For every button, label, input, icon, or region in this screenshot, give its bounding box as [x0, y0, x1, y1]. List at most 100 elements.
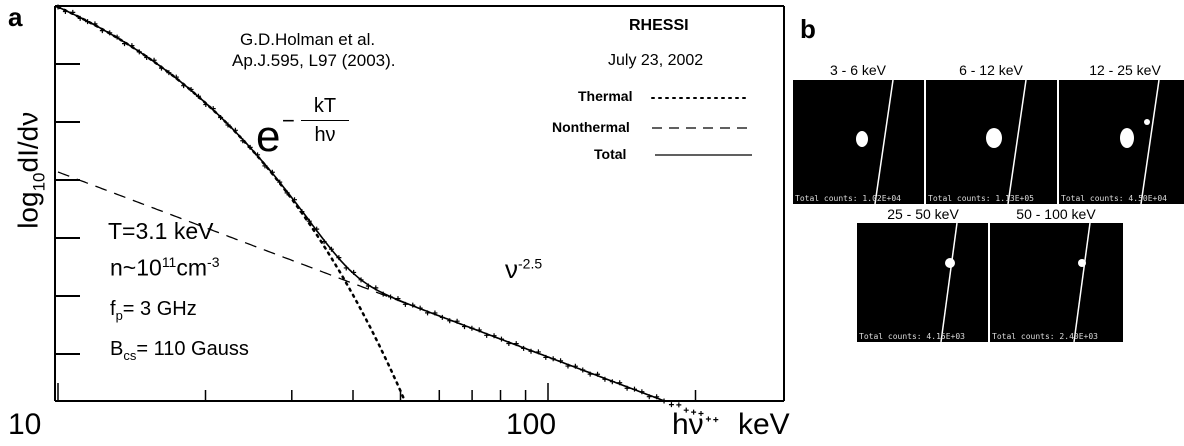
rhessi-image-25-50: Total counts: 4.15E+03	[857, 223, 988, 342]
data-point	[306, 218, 312, 224]
data-point	[654, 394, 660, 400]
data-point	[587, 371, 593, 377]
data-point	[92, 21, 98, 27]
legend-nonthermal-label: Nonthermal	[552, 119, 630, 135]
data-point	[535, 349, 541, 355]
data-point	[513, 341, 519, 347]
data-point	[262, 163, 268, 169]
data-point	[572, 363, 578, 369]
x-axis-symbol: hν	[672, 408, 704, 441]
data-point	[454, 318, 460, 324]
data-point	[498, 336, 504, 342]
data-point	[151, 57, 157, 63]
data-point	[402, 301, 408, 307]
data-point	[617, 380, 623, 386]
data-point	[210, 106, 216, 112]
image-25-50-counts: Total counts: 4.15E+03	[859, 332, 965, 341]
data-point	[77, 15, 83, 21]
data-point	[417, 305, 423, 311]
data-point	[439, 314, 445, 320]
temperature-param: T=3.1 keV	[108, 218, 214, 244]
data-point	[292, 197, 298, 203]
data-point	[225, 122, 231, 128]
x-axis-unit: keV	[738, 408, 790, 441]
x-tick-10: 10	[8, 408, 42, 441]
data-point	[114, 34, 120, 40]
data-point	[107, 30, 113, 36]
panel-a-letter: a	[8, 2, 23, 32]
image-6-12-drawing	[986, 80, 1027, 204]
data-point	[232, 127, 238, 133]
data-points	[55, 4, 719, 423]
rhessi-image-12-25: Total counts: 4.50E+04	[1059, 80, 1184, 204]
x-ticks	[57, 383, 697, 401]
thermal-formula-sign: −	[282, 108, 295, 133]
power-law-label: ν-2.5	[505, 254, 543, 284]
nonthermal-curve	[57, 171, 664, 402]
thermal-formula-numerator: kT	[313, 95, 337, 117]
density-param: n~1011cm-3	[110, 254, 220, 281]
y-ticks	[55, 5, 80, 355]
data-point	[122, 41, 128, 47]
data-point	[373, 285, 379, 291]
data-point	[129, 43, 135, 49]
data-point	[609, 379, 615, 385]
data-point	[484, 332, 490, 338]
data-point	[343, 265, 349, 271]
data-point	[713, 417, 719, 423]
data-point	[144, 55, 150, 61]
rhessi-image-3-6: Total counts: 1.02E+04	[793, 80, 924, 204]
data-point	[521, 345, 527, 351]
data-point	[247, 144, 253, 150]
data-point	[188, 87, 194, 93]
data-point	[432, 310, 438, 316]
data-point	[595, 371, 601, 377]
data-point	[698, 411, 704, 417]
data-point	[351, 269, 357, 275]
data-point	[166, 70, 172, 76]
instrument-label: RHESSI	[629, 17, 689, 34]
data-point	[705, 416, 711, 422]
data-point	[336, 255, 342, 261]
data-point	[691, 409, 697, 415]
data-point	[284, 190, 290, 196]
data-point	[447, 318, 453, 324]
data-point	[321, 239, 327, 245]
spectrum-plot	[54, 4, 785, 423]
data-point	[558, 358, 564, 364]
data-point	[99, 28, 105, 34]
legend-thermal-label: Thermal	[578, 88, 633, 104]
data-point	[491, 333, 497, 339]
image-50-100-drawing	[1073, 223, 1091, 342]
panel-b-letter: b	[800, 14, 816, 44]
data-point	[410, 302, 416, 308]
data-point	[136, 49, 142, 55]
data-point	[299, 209, 305, 215]
data-point	[580, 367, 586, 373]
image-3-6-counts: Total counts: 1.02E+04	[795, 194, 901, 203]
data-point	[631, 386, 637, 392]
data-point	[528, 348, 534, 354]
data-point	[461, 324, 467, 330]
data-point	[173, 74, 179, 80]
data-point	[328, 246, 334, 252]
magnetic-field-param: Bcs= 110 Gauss	[110, 338, 249, 363]
data-point	[365, 283, 371, 289]
data-point	[565, 363, 571, 369]
data-point	[277, 179, 283, 185]
data-point	[661, 398, 667, 404]
data-point	[395, 296, 401, 302]
data-point	[62, 8, 68, 14]
data-point	[506, 341, 512, 347]
data-point	[85, 19, 91, 25]
y-axis-label: log10dI/dν	[12, 111, 49, 229]
data-point	[195, 93, 201, 99]
data-point	[358, 277, 364, 283]
data-point	[55, 4, 61, 10]
data-point	[683, 407, 689, 413]
data-point	[269, 169, 275, 175]
plasma-frequency-param: fp= 3 GHz	[110, 298, 197, 323]
data-point	[255, 152, 261, 158]
rhessi-image-50-100: Total counts: 2.40E+03	[990, 223, 1123, 342]
image-6-12-counts: Total counts: 1.13E+05	[928, 194, 1034, 203]
